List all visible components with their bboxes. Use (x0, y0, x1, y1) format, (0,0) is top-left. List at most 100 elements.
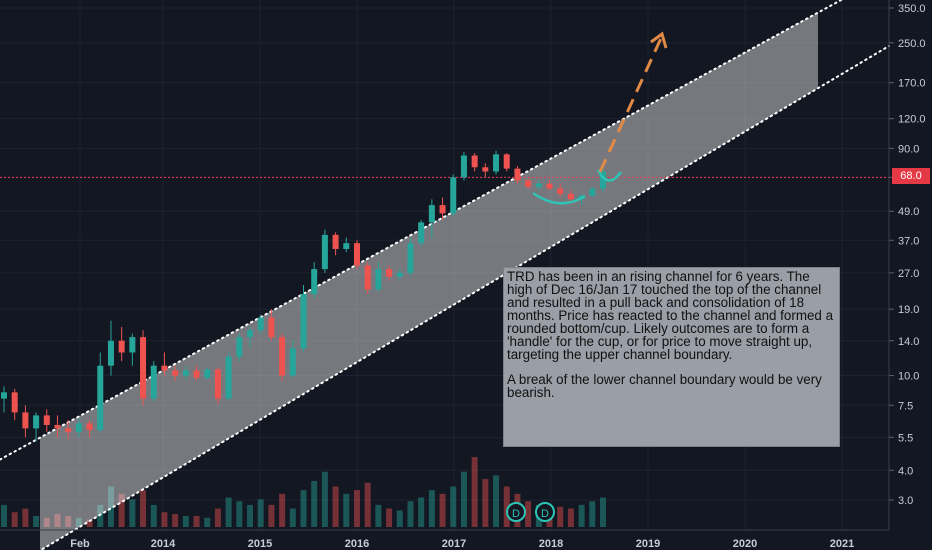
x-tick-label: 2019 (636, 538, 660, 550)
annotation-box[interactable]: TRD has been in an rising channel for 6 … (503, 267, 840, 447)
volume-bar (161, 512, 168, 527)
candle-body (567, 193, 574, 200)
volume-bar (289, 508, 296, 527)
candle-body (193, 370, 200, 378)
candle-body (1, 392, 7, 399)
volume-bar (247, 504, 254, 527)
volume-bar (193, 515, 200, 527)
volume-bar (600, 497, 606, 527)
volume-bar (140, 490, 147, 527)
candle-body (439, 205, 446, 214)
volume-bar (450, 486, 457, 527)
candle-body (600, 171, 606, 189)
candle-body (396, 272, 403, 277)
candle-body (311, 269, 318, 295)
dividend-marker[interactable]: D (535, 502, 555, 522)
volume-bar (236, 501, 243, 527)
volume-bar (589, 501, 596, 527)
candle-body (257, 317, 264, 331)
candle-body (97, 365, 104, 431)
candle-body (11, 392, 18, 413)
y-tick-label: 250.0 (898, 38, 926, 50)
candle-body (150, 365, 157, 399)
candle-body (514, 168, 521, 181)
volume-bar (332, 486, 339, 527)
volume-bar (321, 471, 328, 527)
volume-bar (33, 515, 40, 527)
x-axis: Feb 2014 2015 2016 2017 2018 2019 2020 2021 (70, 538, 854, 550)
volume-bar (343, 493, 350, 527)
y-axis: 350.0 250.0 170.0 120.0 90.0 49.0 37.0 27.0 19.0… (889, 3, 926, 507)
volume-bar (86, 519, 93, 527)
last-price-badge: 68.0 (892, 168, 930, 184)
annotation-text-2: A break of the lower channel boundary wo… (507, 372, 822, 400)
candle-body (182, 370, 189, 376)
candle-body (86, 423, 93, 431)
volume-bar (396, 510, 403, 527)
candle-body (22, 412, 29, 429)
projection-arrowhead (650, 31, 668, 49)
candle-body (535, 183, 542, 187)
candle-body (493, 154, 500, 172)
volume-bar (482, 479, 489, 527)
upper-channel-line (0, 0, 844, 461)
candle-body (118, 340, 125, 353)
volume-bar (65, 515, 72, 527)
x-tick-label: 2016 (345, 538, 369, 550)
candle-body (428, 205, 435, 223)
annotation-text: TRD has been in an rising channel for 6 … (507, 269, 834, 362)
volume-bar (525, 501, 532, 527)
candle-body (65, 428, 72, 432)
volume-bar (493, 475, 500, 527)
cup-handle (596, 169, 623, 182)
dividend-marker[interactable]: D (506, 502, 526, 522)
volume-bar (172, 514, 179, 527)
y-tick-label: 350.0 (898, 3, 926, 15)
candle-body (503, 154, 510, 169)
volume-bar (279, 493, 286, 527)
candle-body (54, 424, 61, 429)
volume-bar (54, 514, 61, 527)
lower-channel-line (38, 44, 890, 550)
candle-body (204, 369, 211, 378)
volume-bar (257, 499, 264, 527)
candle-body (557, 188, 564, 194)
candle-body (471, 155, 478, 168)
volume-bar (1, 504, 7, 527)
volume-bar (22, 508, 29, 527)
volume-bar (107, 486, 114, 527)
candle-body (589, 188, 596, 196)
candle-body (33, 415, 40, 429)
x-tick-label: 2017 (442, 538, 466, 550)
volume-bar (268, 504, 275, 527)
candle-body (43, 415, 50, 425)
volume-bar (311, 480, 318, 527)
volume-bar (567, 508, 574, 527)
y-tick-label: 3.0 (898, 495, 913, 507)
candle-body (332, 234, 339, 250)
volume-bar (11, 512, 18, 527)
candle-body (364, 265, 371, 290)
candle-body (268, 317, 275, 338)
x-tick-label: 2015 (248, 538, 272, 550)
volume-bar (364, 482, 371, 527)
volume-bar (557, 506, 564, 527)
candle-body (300, 294, 307, 349)
y-tick-label: 27.0 (898, 268, 919, 280)
volume-bar (407, 501, 414, 527)
y-tick-label: 49.0 (898, 206, 919, 218)
candle-body (386, 269, 393, 277)
candle-body (482, 167, 489, 172)
candle-body (450, 177, 457, 214)
y-tick-label: 120.0 (898, 114, 926, 126)
y-tick-label: 14.0 (898, 336, 919, 348)
volume-bar (204, 517, 211, 527)
candle-body (289, 348, 296, 376)
volume-bar (300, 490, 307, 527)
candle-body (236, 337, 243, 357)
candle-body (375, 269, 382, 290)
candle-body (214, 369, 221, 399)
x-tick-label: Feb (70, 538, 90, 550)
volume-bar (578, 504, 585, 527)
candle-body (247, 330, 254, 338)
